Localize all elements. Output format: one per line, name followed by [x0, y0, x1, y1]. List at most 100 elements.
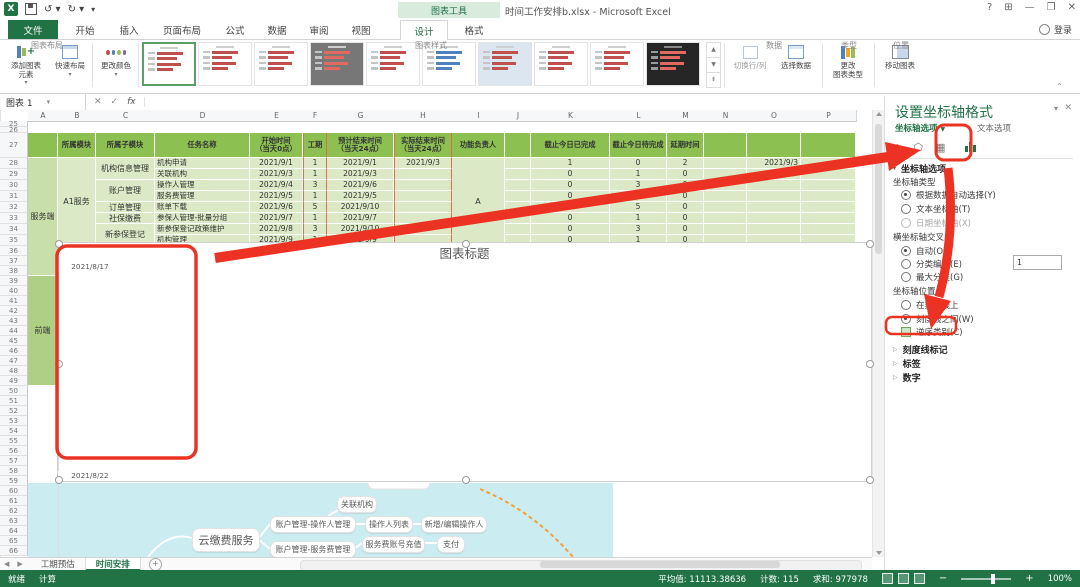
column-header-E[interactable]: E	[250, 110, 304, 122]
cell-L29[interactable]: 1	[610, 169, 667, 180]
column-header-M[interactable]: M	[667, 110, 705, 122]
pane-close-icon[interactable]: ✕	[1064, 103, 1072, 113]
cell-D34[interactable]: 新参保登记政策维护	[155, 224, 250, 235]
ribbon-tab-公式[interactable]: 公式	[225, 25, 245, 37]
chart-style-thumbnail-10[interactable]	[646, 42, 700, 86]
cell-E32[interactable]: 2021/9/6	[250, 202, 303, 213]
row-header-35[interactable]: 35	[0, 235, 28, 246]
cell-K34[interactable]: 0	[531, 224, 610, 235]
cell-O28[interactable]: 2021/9/3	[747, 158, 801, 169]
cell-H31[interactable]	[394, 191, 452, 202]
cell-O29[interactable]	[747, 169, 801, 180]
column-header-G[interactable]: G	[327, 110, 395, 122]
name-box-dropdown-icon[interactable]: ▾	[46, 98, 51, 106]
selection-handle[interactable]	[55, 240, 63, 248]
size-properties-icon[interactable]: ▦	[935, 140, 946, 154]
row-header-53[interactable]: 53	[0, 416, 28, 426]
cell-G33[interactable]: 2021/9/7	[327, 213, 394, 224]
pane-item-在刻度线上[interactable]: 在刻度线上	[901, 299, 959, 311]
cell-O31[interactable]	[747, 191, 801, 202]
enter-formula-icon[interactable]: ✓	[110, 97, 119, 107]
selection-handle[interactable]	[55, 476, 63, 484]
page-layout-view-icon[interactable]	[897, 573, 909, 584]
gallery-scroll-down-icon[interactable]: ▼	[706, 57, 721, 73]
normal-view-icon[interactable]	[881, 573, 893, 584]
row-header-63[interactable]: 63	[0, 516, 28, 526]
column-header-C[interactable]: C	[96, 110, 156, 122]
cell-F32[interactable]: 5	[303, 202, 327, 213]
row-header-49[interactable]: 49	[0, 376, 28, 386]
merged-cell-社保缴费[interactable]: 社保缴费	[96, 213, 155, 224]
row-header-32[interactable]: 32	[0, 202, 28, 213]
chart-style-thumbnail-4[interactable]	[310, 42, 364, 86]
row-header-50[interactable]: 50	[0, 386, 28, 396]
table-header-H[interactable]: 实际结束时间 （当天24点）	[394, 133, 452, 158]
selection-handle[interactable]	[462, 240, 470, 248]
row-header-43[interactable]: 43	[0, 316, 28, 326]
row-header-61[interactable]: 61	[0, 496, 28, 506]
column-header-P[interactable]: P	[801, 110, 857, 122]
selection-handle[interactable]	[866, 240, 874, 248]
name-box[interactable]: 图表 1 ▾	[0, 94, 86, 110]
column-header-A[interactable]: A	[28, 110, 59, 122]
cell-J33[interactable]	[505, 213, 531, 224]
radio-日期坐标轴(X)[interactable]	[901, 218, 911, 228]
cell-O30[interactable]	[747, 180, 801, 191]
merged-cell-A[interactable]: A	[452, 158, 505, 246]
column-header-L[interactable]: L	[610, 110, 668, 122]
cell-G30[interactable]: 2021/9/6	[327, 180, 394, 191]
cell-D33[interactable]: 参保人管理-批量分组	[155, 213, 250, 224]
ribbon-tab-开始[interactable]: 开始	[75, 25, 95, 37]
row-header-31[interactable]: 31	[0, 191, 28, 202]
pane-item-日期坐标轴(X)[interactable]: 日期坐标轴(X)	[901, 217, 971, 229]
cell-G34[interactable]: 2021/9/10	[327, 224, 394, 235]
gallery-more-icon[interactable]: ⇟	[706, 72, 721, 88]
cell-J34[interactable]	[505, 224, 531, 235]
cell-N31[interactable]	[704, 191, 747, 202]
table-header-A[interactable]	[28, 133, 58, 158]
row-header-45[interactable]: 45	[0, 336, 28, 346]
cell-E31[interactable]: 2021/9/5	[250, 191, 303, 202]
selection-handle[interactable]	[462, 476, 470, 484]
row-header-46[interactable]: 46	[0, 346, 28, 356]
button-更改图表类型[interactable]: 更改 图表类型	[826, 42, 870, 79]
cell-M32[interactable]: 0	[667, 202, 704, 213]
button-切换行/列[interactable]: 切换行/列	[728, 42, 772, 71]
row-header-42[interactable]: 42	[0, 306, 28, 316]
radio-根据数据自动选择(Y)[interactable]	[901, 190, 911, 200]
pane-item-根据数据自动选择(Y)[interactable]: 根据数据自动选择(Y)	[901, 189, 996, 201]
tab-axis-options[interactable]: 坐标轴选项 ▼	[895, 124, 946, 134]
cell-E28[interactable]: 2021/9/1	[250, 158, 303, 169]
row-header-44[interactable]: 44	[0, 326, 28, 336]
cell-P33[interactable]	[801, 213, 856, 224]
pane-item-刻度线标记[interactable]: ▷ 刻度线标记	[893, 343, 948, 356]
page-break-view-icon[interactable]	[913, 573, 925, 584]
button-更改颜色[interactable]: 更改颜色 ▾	[96, 42, 136, 79]
cell-G31[interactable]: 2021/9/5	[327, 191, 394, 202]
column-header-F[interactable]: F	[303, 110, 328, 122]
cell-P29[interactable]	[801, 169, 856, 180]
chart-style-thumbnail-7[interactable]	[478, 42, 532, 86]
pane-options-icon[interactable]: ▾	[1053, 104, 1058, 113]
row-header-64[interactable]: 64	[0, 526, 28, 536]
cell-E30[interactable]: 2021/9/4	[250, 180, 303, 191]
table-header-M[interactable]: 延期时间	[667, 133, 704, 158]
row-header-36[interactable]: 36	[0, 246, 28, 256]
qat-customize-icon[interactable]: ▾	[91, 4, 96, 14]
row-header-60[interactable]: 60	[0, 486, 28, 496]
pane-item-刻度线之间(W)[interactable]: 刻度线之间(W)	[901, 313, 974, 325]
effects-icon[interactable]: ⬠	[913, 140, 924, 154]
cell-J28[interactable]	[505, 158, 531, 169]
chart-style-thumbnail-6[interactable]	[422, 42, 476, 86]
chart-style-thumbnail-3[interactable]	[254, 42, 308, 86]
button-移动图表[interactable]: 移动图表	[878, 42, 922, 71]
chart-style-thumbnail-1[interactable]	[142, 42, 196, 86]
row-header-30[interactable]: 30	[0, 180, 28, 191]
button-快速布局[interactable]: 快速布局 ▾	[50, 42, 90, 79]
row-header-25[interactable]: 25	[0, 121, 28, 128]
row-header-47[interactable]: 47	[0, 356, 28, 366]
row-header-59[interactable]: 59	[0, 476, 28, 486]
cell-L32[interactable]: 5	[610, 202, 667, 213]
radio-文本坐标轴(T)[interactable]	[901, 204, 911, 214]
cell-D28[interactable]: 机构申请	[155, 158, 250, 169]
